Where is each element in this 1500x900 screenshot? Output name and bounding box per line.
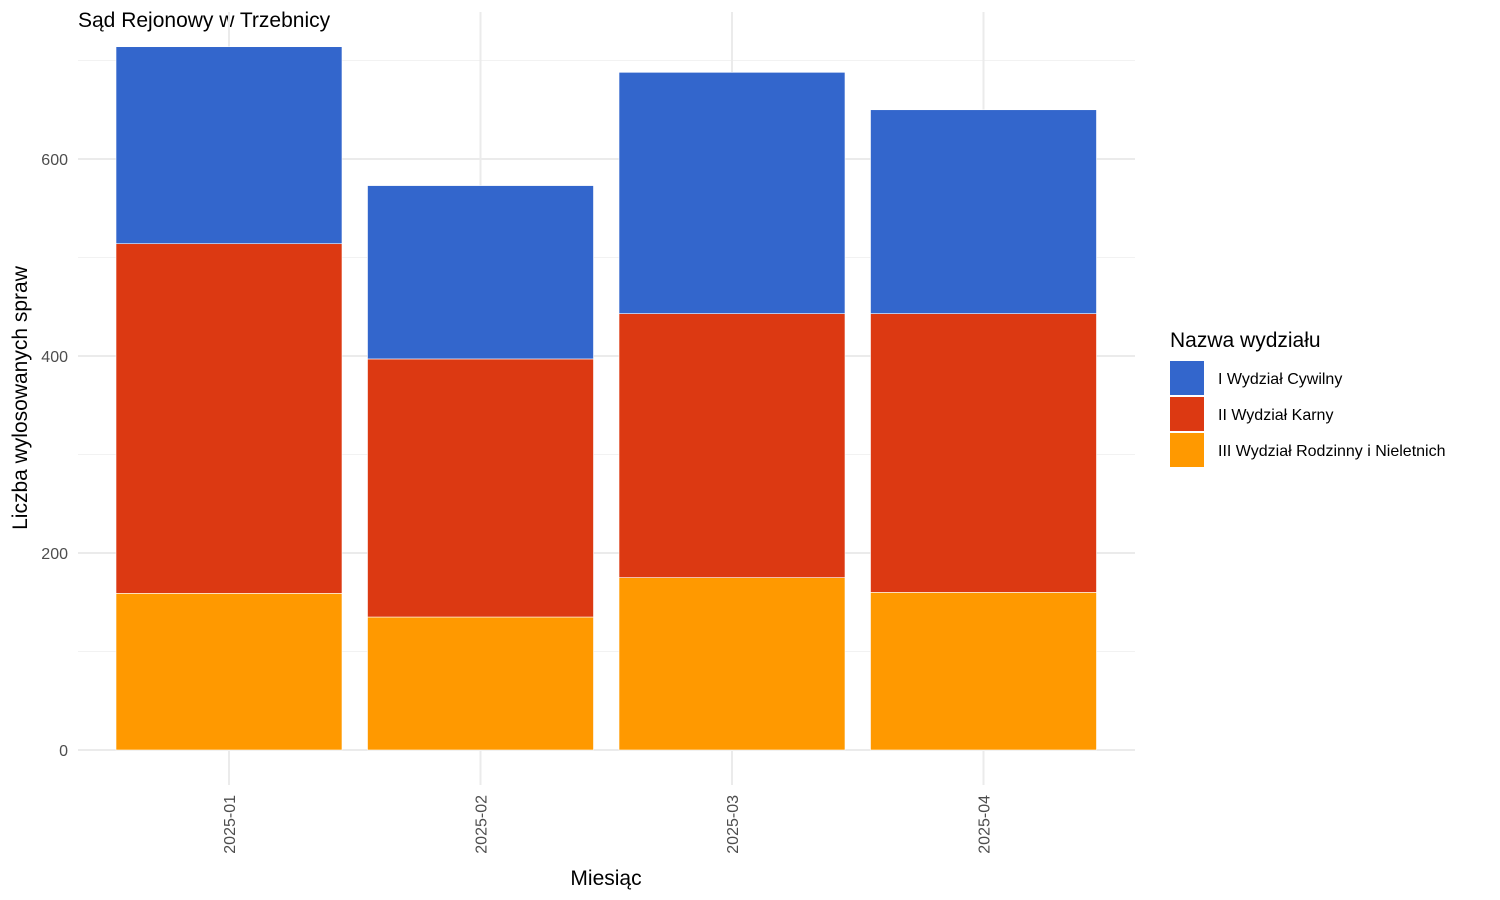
legend: Nazwa wydziału I Wydział Cywilny II Wydzi… xyxy=(1170,329,1446,467)
y-tick-label: 0 xyxy=(59,743,68,760)
bar-segment-2025-04-series-2 xyxy=(870,109,1097,314)
bars xyxy=(115,46,1097,751)
x-tick-label: 2025-04 xyxy=(977,795,994,854)
legend-label: III Wydział Rodzinny i Nieletnich xyxy=(1218,443,1446,460)
legend-swatch xyxy=(1170,433,1204,467)
bar-segment-2025-01-series-1 xyxy=(115,243,343,594)
legend-swatch xyxy=(1170,397,1204,431)
x-tick-label: 2025-02 xyxy=(474,795,491,854)
y-tick-label: 600 xyxy=(41,152,68,169)
x-axis-title: Miesiąc xyxy=(570,867,641,890)
y-tick-label: 200 xyxy=(41,546,68,563)
bar-segment-2025-04-series-1 xyxy=(870,313,1097,593)
chart-title: Sąd Rejonowy w Trzebnicy xyxy=(78,9,331,32)
x-tick-label: 2025-03 xyxy=(725,795,742,854)
legend-label: II Wydział Karny xyxy=(1218,407,1333,424)
bar-segment-2025-04-series-0 xyxy=(870,592,1097,751)
y-tick-label: 400 xyxy=(41,349,68,366)
legend-swatch xyxy=(1170,361,1204,395)
bar-segment-2025-02-series-0 xyxy=(367,616,594,751)
bar-segment-2025-02-series-2 xyxy=(367,185,594,360)
bar-segment-2025-03-series-2 xyxy=(618,72,846,314)
x-axis-ticks: 2025-01 2025-02 2025-03 2025-04 xyxy=(222,795,994,854)
bar-segment-2025-02-series-1 xyxy=(367,358,594,618)
x-tick-label: 2025-01 xyxy=(222,795,239,854)
y-axis-ticks: 0 200 400 600 xyxy=(41,152,68,760)
legend-title: Nazwa wydziału xyxy=(1170,329,1321,352)
bar-segment-2025-01-series-2 xyxy=(115,46,343,245)
bar-segment-2025-03-series-1 xyxy=(618,313,846,578)
bar-segment-2025-03-series-0 xyxy=(618,577,846,751)
bar-segment-2025-01-series-0 xyxy=(115,593,343,751)
y-axis-title: Liczba wylosowanych spraw xyxy=(9,265,32,530)
legend-label: I Wydział Cywilny xyxy=(1218,371,1342,388)
